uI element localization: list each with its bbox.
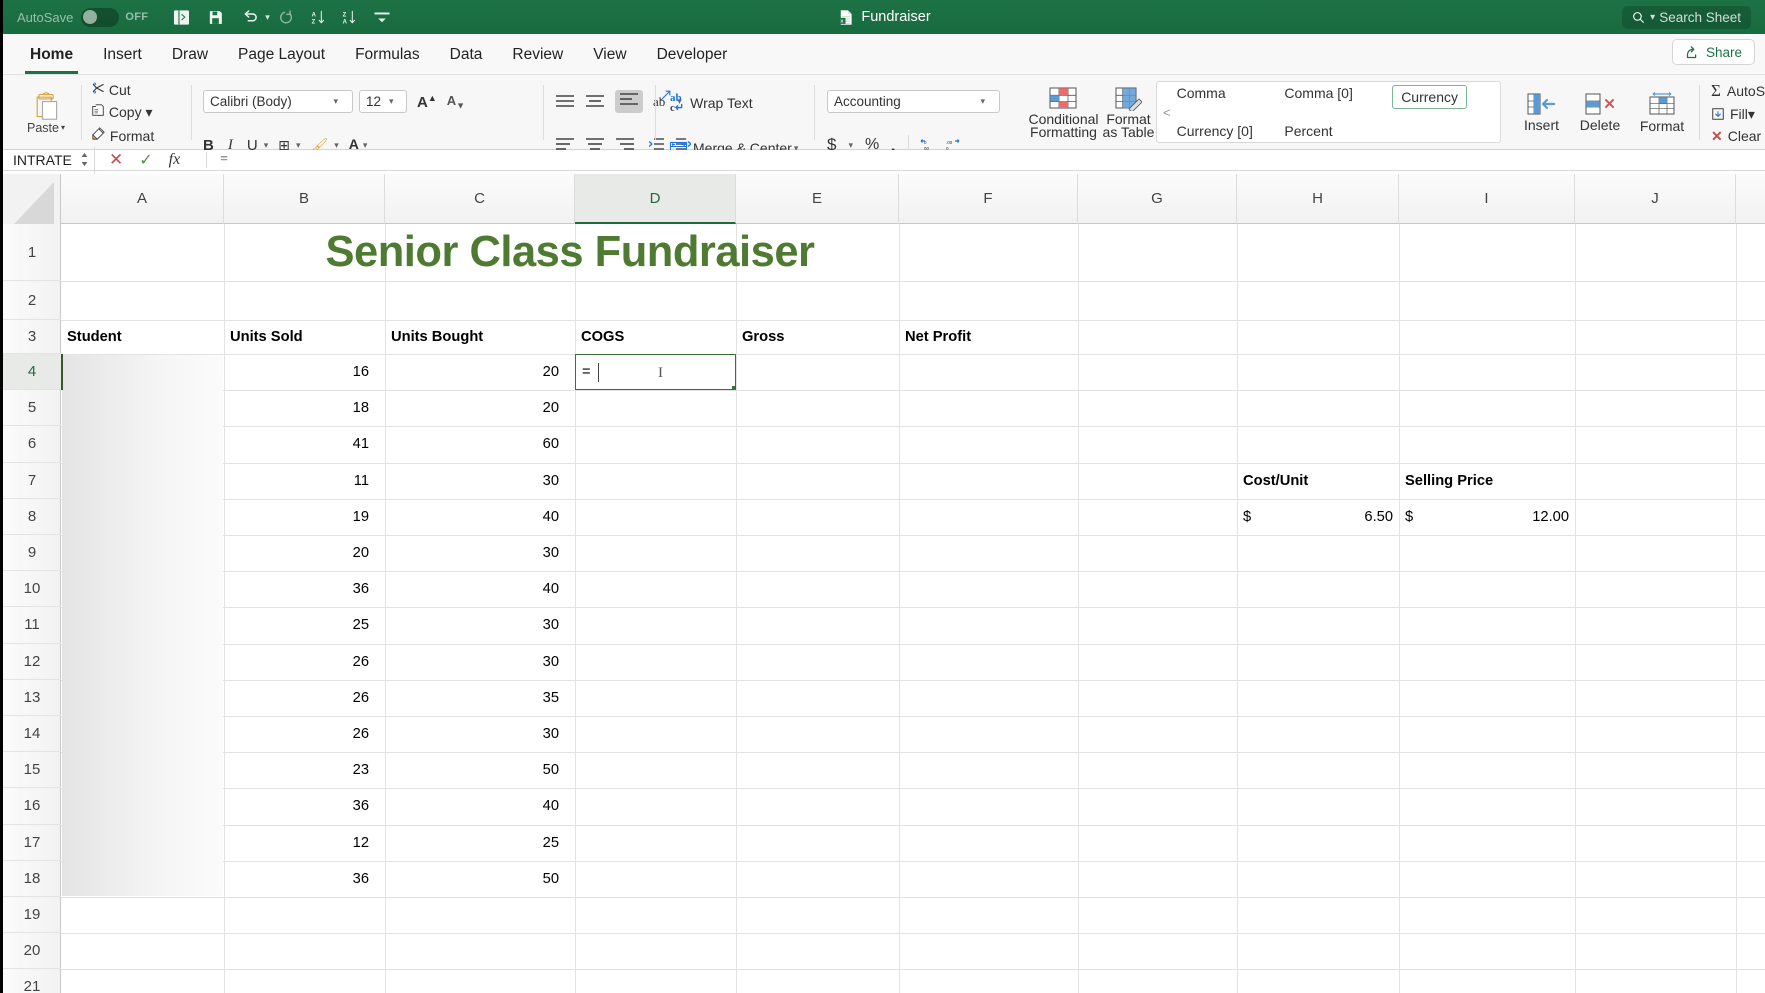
svg-text:A: A: [311, 12, 316, 18]
svg-text:X: X: [840, 18, 843, 23]
svg-text:Z: Z: [311, 19, 315, 25]
svg-text:0: 0: [924, 140, 927, 145]
svg-text:Z: Z: [342, 12, 346, 18]
svg-text:.00: .00: [946, 140, 953, 145]
svg-text:A: A: [342, 19, 347, 25]
